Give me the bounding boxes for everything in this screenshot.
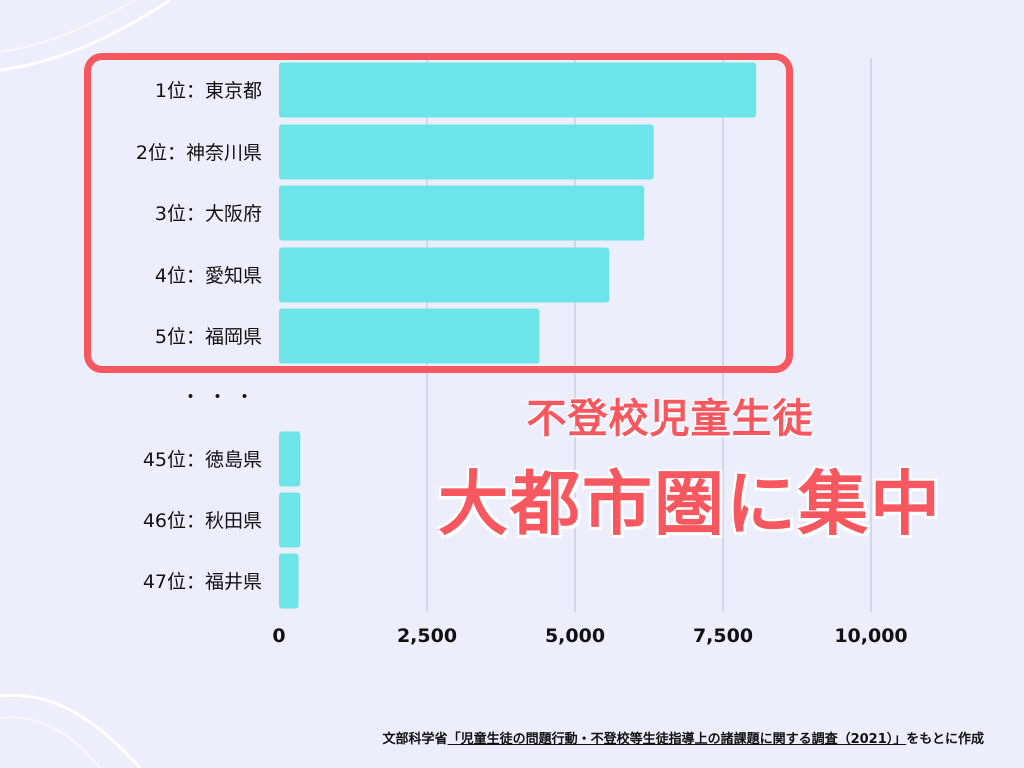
bar [279,553,299,609]
source-prefix: 文部科学省 [382,732,448,747]
overlay-headline: 大都市圏に集中 [438,463,942,545]
source-title: 「児童生徒の問題行動・不登校等生徒指導上の諸課題に関する調査（2021）」 [447,732,907,747]
category-label: 3位：大阪府 [155,203,262,225]
bar [279,308,540,364]
x-tick-label: 2,500 [397,625,457,647]
overlay-subtitle: 不登校児童生徒 [526,396,814,442]
bar [279,247,610,303]
x-tick-label: 10,000 [834,625,907,647]
bar [279,492,301,548]
bar [279,431,301,487]
source-note: 文部科学省「児童生徒の問題行動・不登校等生徒指導上の諸課題に関する調査（2021… [383,728,984,747]
category-label: 4位：愛知県 [155,265,262,287]
top5-highlight-box [84,53,793,373]
ellipsis-label: ・・・ [181,386,262,408]
category-label: 1位：東京都 [155,80,262,102]
x-tick-label: 5,000 [545,625,605,647]
category-label: 5位：福岡県 [155,326,262,348]
bar [279,185,645,241]
x-tick-label: 7,500 [693,625,753,647]
category-label: 45位：徳島県 [143,449,262,471]
source-suffix: をもとに作成 [906,732,984,747]
bar [279,62,757,118]
x-tick-label: 0 [272,625,285,647]
category-label: 46位：秋田県 [143,510,262,532]
category-label: 2位：神奈川県 [136,142,262,164]
category-label: 47位：福井県 [143,571,262,593]
bar [279,124,654,180]
